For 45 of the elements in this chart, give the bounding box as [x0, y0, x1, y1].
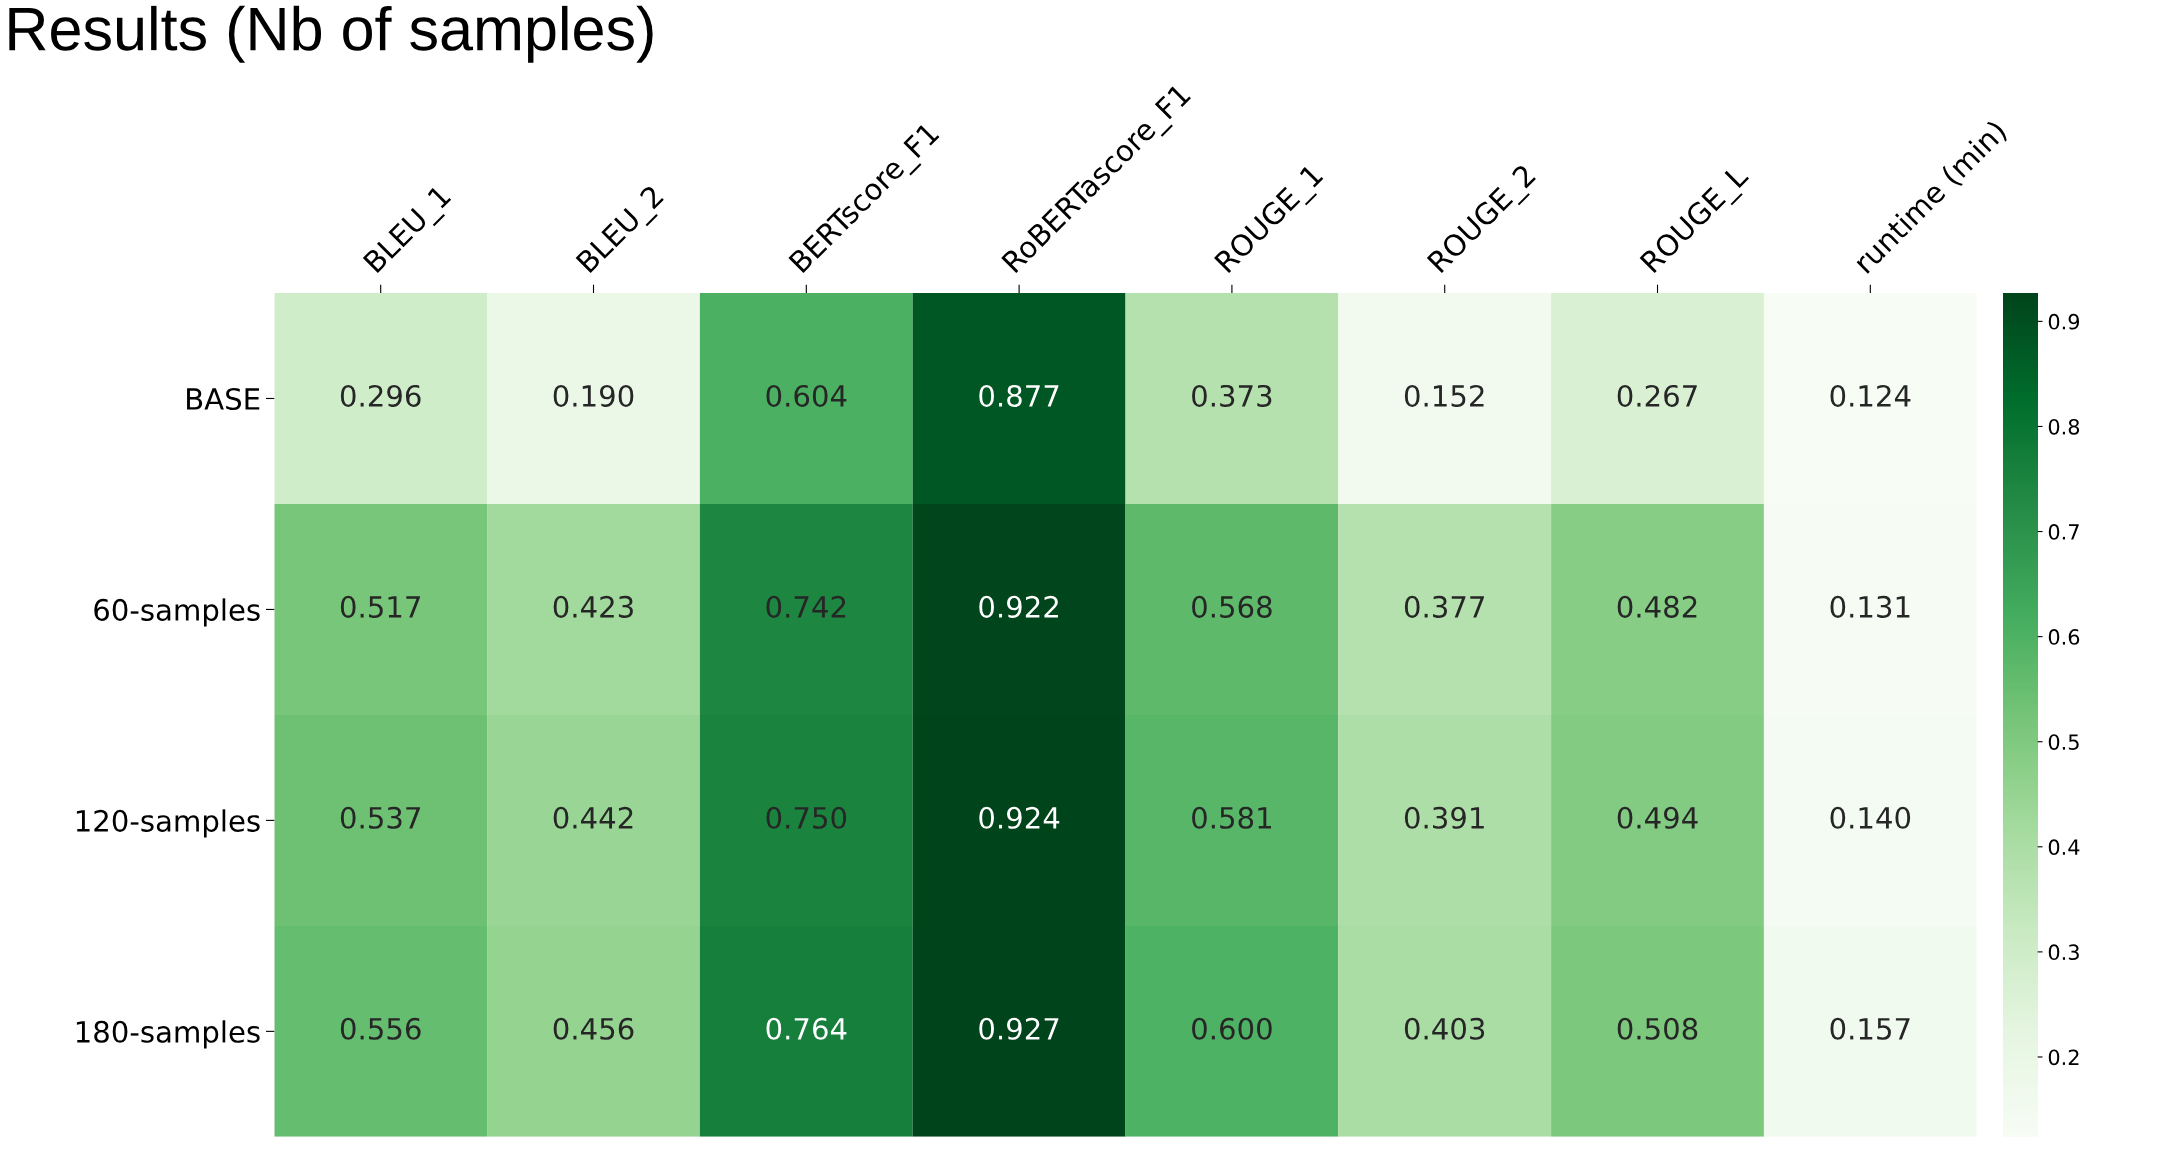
data-label: 0.140: [1830, 806, 1911, 829]
data-label: 0.442: [553, 806, 633, 829]
data-label: 0.377: [1404, 595, 1484, 618]
data-label: 0.924: [979, 806, 1060, 829]
data-label: 0.267: [1617, 384, 1697, 407]
data-label: 0.922: [979, 595, 1058, 618]
color-bar-label: 0.3: [2048, 944, 2079, 961]
y-tick-label: 60-samples: [94, 598, 260, 627]
data-label: 0.152: [1404, 384, 1484, 407]
data-label: 0.750: [766, 806, 847, 829]
data-label: 0.742: [766, 595, 846, 618]
color-bar-label: 0.5: [2048, 734, 2079, 750]
data-label: 0.131: [1830, 595, 1910, 618]
data-label: 0.456: [553, 1017, 634, 1040]
data-label: 0.482: [1617, 595, 1697, 618]
color-bar-label: 0.7: [2048, 524, 2079, 540]
color-bar-label: 0.9: [2048, 313, 2080, 330]
data-label: 0.764: [766, 1017, 847, 1040]
data-label: 0.296: [340, 384, 421, 407]
data-label: 0.190: [553, 384, 634, 407]
y-tick-label: 120-samples: [76, 809, 260, 838]
data-label: 0.124: [1830, 384, 1911, 407]
chart-title: Results (Nb of samples): [9, 5, 653, 63]
y-tick-label: 180-samples: [76, 1020, 260, 1049]
data-label: 0.391: [1404, 806, 1484, 829]
data-label: 0.927: [979, 1017, 1059, 1040]
y-tick-label: BASE: [187, 387, 260, 410]
color-bar-label: 0.4: [2048, 839, 2080, 856]
data-label: 0.508: [1617, 1017, 1698, 1040]
color-bar-label: 0.6: [2048, 629, 2080, 645]
data-label: 0.537: [340, 806, 420, 829]
data-label: 0.604: [766, 384, 847, 407]
data-label: 0.373: [1192, 384, 1272, 407]
data-label: 0.517: [340, 595, 420, 618]
color-bar-label: 0.8: [2048, 418, 2080, 435]
data-label: 0.568: [1192, 595, 1272, 618]
color-bar-label: 0.2: [2048, 1049, 2079, 1066]
data-label: 0.494: [1617, 806, 1698, 829]
data-label: 0.157: [1830, 1017, 1910, 1040]
data-label: 0.403: [1404, 1017, 1485, 1040]
data-label: 0.581: [1192, 806, 1271, 829]
data-label: 0.423: [553, 595, 633, 618]
data-label: 0.556: [340, 1017, 421, 1040]
data-label: 0.877: [979, 384, 1059, 407]
data-label: 0.600: [1192, 1017, 1272, 1040]
